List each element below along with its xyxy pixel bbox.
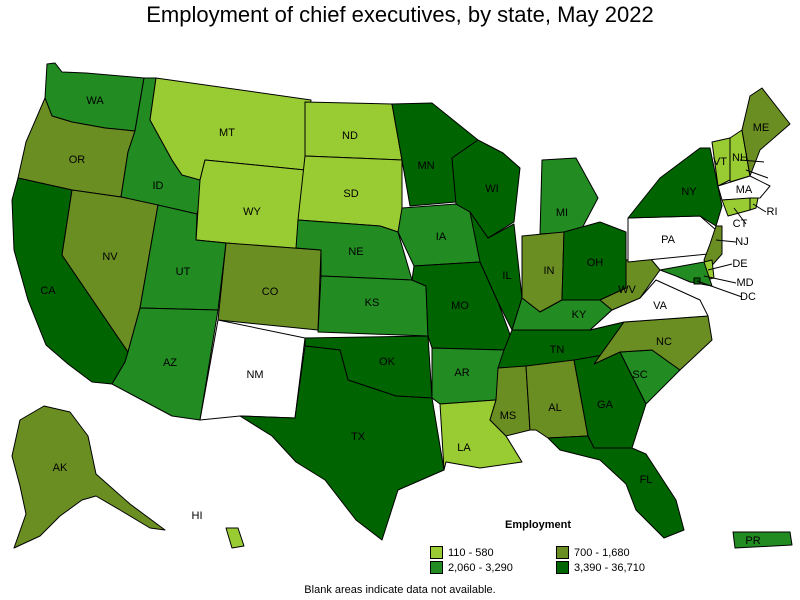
state-label-de: DE [732, 258, 747, 270]
legend-label: 2,060 - 3,290 [448, 561, 513, 574]
legend-label: 110 - 580 [448, 546, 494, 559]
state-label-ca: CA [40, 285, 56, 297]
leader-line-vt [739, 159, 765, 163]
leader-line-nh [745, 169, 769, 179]
state-label-wa: WA [86, 95, 104, 107]
state-label-ut: UT [176, 266, 191, 278]
leader-line-nj [715, 239, 737, 243]
state-label-az: AZ [163, 357, 177, 369]
legend-label: 700 - 1,680 [574, 546, 630, 559]
state-label-oh: OH [587, 257, 604, 269]
state-label-mn: MN [417, 160, 434, 172]
state-label-ia: IA [436, 231, 447, 243]
leader-line-dc [696, 280, 743, 298]
state-label-ak: AK [53, 462, 68, 474]
state-label-dc: DC [740, 291, 756, 303]
leader-line-md [703, 275, 737, 284]
state-label-nv: NV [102, 251, 118, 263]
state-ri [749, 197, 759, 211]
state-label-or: OR [69, 154, 86, 166]
state-wv [599, 257, 661, 311]
state-label-ks: KS [365, 297, 380, 309]
state-label-hi: HI [192, 510, 203, 522]
state-label-in: IN [544, 265, 555, 277]
state-label-il: IL [502, 270, 511, 282]
state-label-nc: NC [656, 336, 672, 348]
state-label-co: CO [262, 286, 279, 298]
state-md [659, 261, 713, 287]
state-label-ma: MA [736, 184, 753, 196]
state-label-nm: NM [246, 369, 263, 381]
state-ak [11, 405, 166, 549]
leader-line-de [707, 263, 733, 271]
state-label-ct: CT [733, 218, 748, 230]
map-title: Employment of chief executives, by state… [146, 2, 654, 27]
state-label-ky: KY [572, 309, 587, 321]
state-label-al: AL [548, 402, 561, 414]
state-label-ny: NY [681, 186, 697, 198]
legend-swatch [430, 561, 443, 574]
legend-item-2060-3290: 2,060 - 3,290 [430, 561, 513, 574]
legend-item-700-1680: 700 - 1,680 [556, 546, 630, 559]
state-tx [239, 345, 445, 541]
state-label-nh: NH [732, 152, 748, 164]
state-label-nj: NJ [735, 236, 748, 248]
state-label-mi: MI [556, 207, 568, 219]
state-label-ri: RI [767, 206, 778, 218]
state-label-sc: SC [632, 369, 647, 381]
state-label-mo: MO [451, 300, 469, 312]
state-hi [225, 527, 245, 549]
footnote: Blank areas indicate data not available. [304, 584, 496, 596]
state-ma [717, 175, 771, 201]
state-label-ne: NE [348, 246, 363, 258]
state-label-nd: ND [342, 130, 358, 142]
state-label-mt: MT [219, 127, 235, 139]
legend-item-110-580: 110 - 580 [430, 546, 494, 559]
state-pr [732, 531, 793, 549]
legend-swatch [556, 546, 569, 559]
state-label-ms: MS [500, 410, 517, 422]
state-label-md: MD [736, 277, 753, 289]
legend-item-3390-36710: 3,390 - 36,710 [556, 561, 645, 574]
state-label-tn: TN [550, 344, 565, 356]
state-label-va: VA [653, 300, 668, 312]
state-label-me: ME [753, 122, 770, 134]
state-label-wy: WY [243, 206, 261, 218]
leader-line-ri [752, 203, 767, 213]
state-label-ar: AR [454, 367, 469, 379]
state-label-fl: FL [640, 474, 653, 486]
state-label-ga: GA [597, 399, 614, 411]
state-label-tx: TX [351, 431, 366, 443]
legend-swatch [430, 546, 443, 559]
state-label-wi: WI [485, 183, 498, 195]
state-label-ok: OK [379, 356, 396, 368]
state-label-wv: WV [618, 284, 636, 296]
legend-label: 3,390 - 36,710 [574, 561, 645, 574]
state-label-vt: VT [713, 156, 727, 168]
state-ct [721, 197, 751, 217]
state-fl [547, 435, 685, 539]
state-label-sd: SD [343, 188, 358, 200]
state-label-la: LA [457, 442, 471, 454]
legend-swatch [556, 561, 569, 574]
legend-title: Employment [505, 519, 572, 531]
leader-line-ct [733, 207, 747, 225]
state-wi [451, 139, 521, 239]
state-label-pa: PA [661, 234, 676, 246]
state-mi [539, 157, 599, 235]
state-ny [627, 147, 723, 227]
state-label-id: ID [153, 180, 164, 192]
state-az [111, 307, 219, 421]
state-label-pr: PR [745, 535, 760, 547]
